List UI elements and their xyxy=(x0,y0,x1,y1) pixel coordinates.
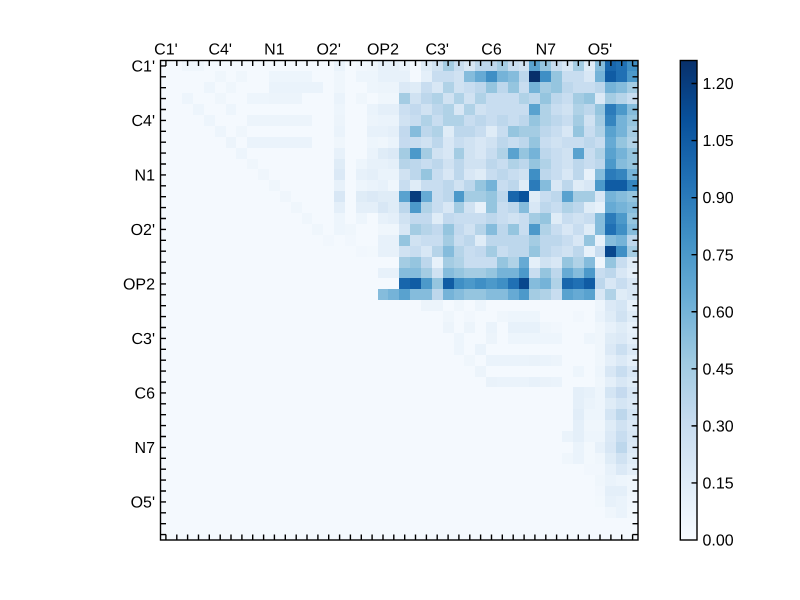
svg-text:N7: N7 xyxy=(536,42,557,59)
svg-text:C6: C6 xyxy=(135,386,156,403)
svg-text:O2': O2' xyxy=(316,42,340,59)
svg-text:0.15: 0.15 xyxy=(703,476,734,493)
svg-text:1.05: 1.05 xyxy=(703,133,734,150)
svg-text:OP2: OP2 xyxy=(367,42,399,59)
svg-text:0.90: 0.90 xyxy=(703,190,734,207)
svg-text:0.30: 0.30 xyxy=(703,418,734,435)
svg-text:0.00: 0.00 xyxy=(703,533,734,550)
svg-text:0.60: 0.60 xyxy=(703,304,734,321)
svg-text:N7: N7 xyxy=(135,440,156,457)
svg-text:C3': C3' xyxy=(425,42,449,59)
svg-text:C1': C1' xyxy=(154,42,178,59)
svg-text:C1': C1' xyxy=(131,59,155,76)
svg-text:O2': O2' xyxy=(131,222,155,239)
svg-text:O5': O5' xyxy=(588,42,612,59)
svg-text:C3': C3' xyxy=(131,331,155,348)
svg-text:N1: N1 xyxy=(264,42,285,59)
svg-text:C4': C4' xyxy=(131,113,155,130)
svg-text:0.45: 0.45 xyxy=(703,361,734,378)
svg-text:0.75: 0.75 xyxy=(703,247,734,264)
svg-text:O5': O5' xyxy=(131,495,155,512)
svg-text:C6: C6 xyxy=(481,42,502,59)
svg-text:C4': C4' xyxy=(208,42,232,59)
svg-text:OP2: OP2 xyxy=(123,277,155,294)
svg-text:N1: N1 xyxy=(135,168,156,185)
svg-text:1.20: 1.20 xyxy=(703,76,734,93)
